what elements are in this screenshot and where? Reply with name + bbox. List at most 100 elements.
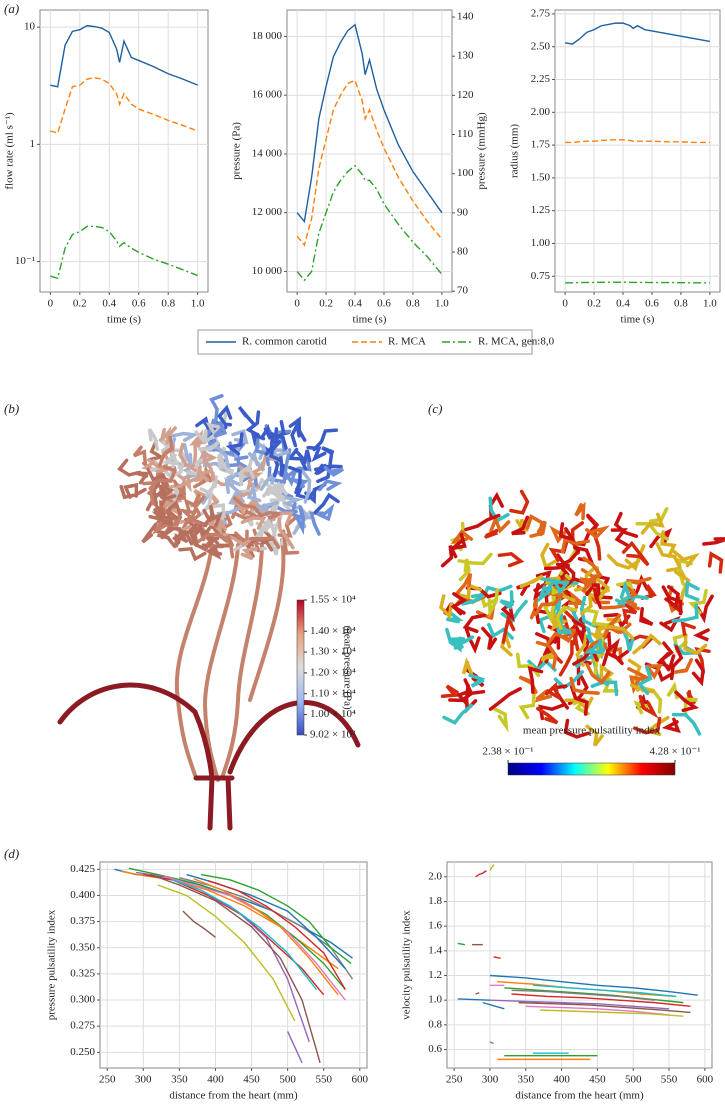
vessel bbox=[445, 627, 475, 646]
series-line bbox=[565, 139, 710, 144]
vessel bbox=[170, 431, 200, 442]
vessel bbox=[147, 428, 160, 451]
vessel bbox=[464, 513, 501, 532]
vessel bbox=[542, 632, 561, 657]
vessel bbox=[673, 658, 694, 675]
x-tick-label: 400 bbox=[207, 1074, 224, 1086]
vessel bbox=[661, 585, 683, 616]
x-tick-label: 0.2 bbox=[587, 298, 601, 310]
vessel bbox=[489, 514, 511, 534]
vessel bbox=[176, 524, 203, 545]
vessel bbox=[225, 534, 235, 559]
vessel bbox=[219, 454, 235, 474]
vessel bbox=[455, 582, 483, 600]
vessel bbox=[135, 471, 151, 485]
vessel bbox=[606, 554, 641, 570]
colorbar-tick-label: 9.02 × 10³ bbox=[310, 729, 356, 741]
vessel bbox=[251, 500, 279, 516]
vessel bbox=[224, 476, 246, 498]
vessel bbox=[571, 618, 586, 645]
vessel bbox=[240, 516, 267, 530]
colorbar-tick-label: 2.38 × 10⁻¹ bbox=[482, 746, 533, 758]
series-line bbox=[296, 79, 443, 247]
y-axis-label: flow rate (ml s⁻¹) bbox=[4, 112, 16, 190]
y-tick-label: 1.50 bbox=[531, 171, 551, 183]
y-tick-label: 1 bbox=[30, 138, 36, 150]
x-tick-label: 0 bbox=[294, 298, 300, 310]
vessel bbox=[254, 438, 270, 467]
x-tick-label: 0.2 bbox=[319, 298, 333, 310]
vessel bbox=[237, 405, 256, 426]
colorbar bbox=[507, 762, 676, 776]
vessel bbox=[251, 454, 278, 475]
vessel bbox=[497, 551, 525, 568]
vessel bbox=[629, 675, 645, 695]
vessel bbox=[440, 684, 459, 699]
vessel bbox=[286, 447, 308, 471]
colorbar-tick-label: 4.28 × 10⁻¹ bbox=[649, 746, 700, 758]
vessel bbox=[278, 452, 286, 477]
vessel bbox=[194, 429, 208, 445]
plot-area bbox=[446, 861, 713, 1069]
vessel bbox=[178, 442, 198, 472]
x-axis-label: time (s) bbox=[353, 314, 387, 326]
series-line bbox=[565, 281, 710, 284]
plot-area bbox=[99, 861, 368, 1069]
vessel bbox=[451, 532, 467, 551]
plot-area bbox=[554, 9, 721, 293]
vessel bbox=[626, 576, 652, 585]
vessel bbox=[253, 520, 277, 541]
vessel bbox=[691, 658, 705, 687]
y2-tick-label: 70 bbox=[457, 285, 469, 297]
series-line bbox=[525, 1005, 670, 1016]
x-tick-label: 450 bbox=[589, 1074, 606, 1086]
vessel bbox=[492, 707, 509, 733]
x-tick-label: 0.6 bbox=[377, 298, 391, 310]
vessel bbox=[579, 577, 596, 592]
vessel bbox=[659, 615, 681, 633]
vessel bbox=[582, 556, 603, 582]
vessel bbox=[540, 542, 559, 570]
vessel bbox=[639, 606, 654, 626]
series-line bbox=[482, 1001, 505, 1010]
x-tick-label: 0.2 bbox=[73, 298, 87, 310]
vessel bbox=[185, 455, 208, 477]
vessel bbox=[246, 480, 262, 503]
vessel bbox=[446, 610, 464, 624]
vessel bbox=[259, 471, 278, 491]
vessel bbox=[684, 580, 700, 602]
vessel bbox=[707, 551, 724, 574]
y-tick-label: 14 000 bbox=[252, 147, 283, 159]
vessel bbox=[248, 536, 281, 550]
vessel bbox=[458, 558, 471, 582]
vessel bbox=[266, 482, 285, 501]
x-axis-label: distance from the heart (mm) bbox=[515, 1090, 644, 1102]
x-tick-label: 500 bbox=[279, 1074, 296, 1086]
y-tick-label: 18 000 bbox=[252, 30, 283, 42]
x-tick-label: 0.6 bbox=[132, 298, 146, 310]
x-tick-label: 0 bbox=[562, 298, 568, 310]
vessel bbox=[621, 603, 638, 625]
vessel bbox=[610, 528, 630, 548]
vessel bbox=[142, 480, 158, 506]
vessel bbox=[316, 503, 335, 522]
series-line bbox=[475, 992, 480, 995]
vessel bbox=[313, 492, 340, 515]
vessel bbox=[585, 580, 603, 610]
y-tick-label: 10 000 bbox=[252, 265, 283, 277]
y-tick-label: 1.2 bbox=[428, 969, 442, 981]
vessel bbox=[157, 435, 174, 468]
x-axis-label: time (s) bbox=[107, 314, 141, 326]
vessel bbox=[533, 689, 553, 703]
vessel bbox=[321, 446, 335, 466]
vessel bbox=[558, 522, 577, 542]
vessel bbox=[232, 496, 263, 518]
vessel bbox=[264, 444, 283, 463]
vessel bbox=[487, 588, 500, 619]
y-tick-label: 0.6 bbox=[428, 1043, 442, 1055]
colorbar bbox=[296, 599, 305, 736]
vessel bbox=[632, 633, 662, 655]
vessel bbox=[204, 422, 222, 443]
y-axis-label: pressure pulsatility index bbox=[46, 909, 58, 1020]
x-axis-label: distance from the heart (mm) bbox=[169, 1090, 298, 1102]
